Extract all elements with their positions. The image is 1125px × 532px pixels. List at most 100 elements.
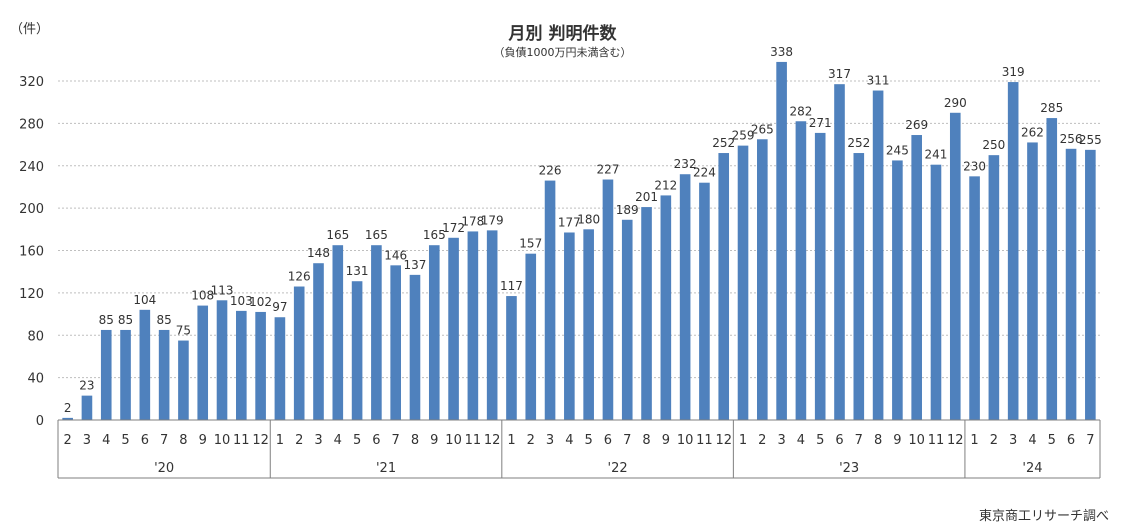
bar [158,329,170,420]
month-tick-label: 4 [334,433,342,448]
month-tick-label: 1 [276,433,284,448]
month-tick-label: 6 [141,433,149,448]
bar [969,176,980,420]
chart-title: 月別 判明件数 [508,24,617,44]
bar [892,160,903,420]
bar-value-label: 262 [1021,125,1044,139]
bar [81,395,93,420]
bar [718,153,730,420]
month-tick-label: 2 [527,433,535,448]
month-tick-label: 9 [430,433,438,448]
year-label: '21 [376,461,396,476]
month-tick-label: 12 [947,433,964,448]
bar-value-label: 271 [809,116,832,130]
bar-value-label: 23 [79,379,94,393]
bar-value-label: 338 [770,45,793,59]
bar-value-label: 146 [384,248,407,262]
y-axis-unit-label: （件） [10,22,50,37]
bar-value-label: 97 [272,300,287,314]
month-tick-label: 2 [64,433,72,448]
bar [506,296,517,420]
year-label: '22 [608,461,628,476]
month-tick-label: 10 [908,433,925,448]
month-tick-label: 3 [83,433,91,448]
bar-value-label: 250 [982,138,1005,152]
month-tick-label: 9 [662,433,670,448]
bar-value-label: 265 [751,122,774,136]
bar-value-label: 189 [616,203,639,217]
bar [660,195,672,420]
month-tick-label: 11 [465,433,482,448]
bar-value-label: 172 [442,221,465,235]
bar-value-label: 180 [577,212,600,226]
bar-value-label: 75 [176,324,191,338]
month-tick-label: 3 [314,433,322,448]
bar-value-label: 137 [404,258,427,272]
year-label: '20 [154,461,174,476]
bar-value-label: 2 [64,401,72,415]
bar-value-label: 85 [99,313,114,327]
y-tick-label: 160 [19,245,44,260]
bar-value-label: 179 [481,213,504,227]
year-label: '23 [839,461,859,476]
bar-value-label: 224 [693,166,716,180]
bar [293,286,305,420]
bar [641,207,652,420]
bar-value-label: 178 [461,214,484,228]
bar [371,245,382,420]
bar [197,305,209,420]
month-tick-label: 12 [484,433,501,448]
bar [120,329,131,420]
bar [409,274,421,420]
bar [351,281,363,420]
month-tick-label: 11 [696,433,713,448]
bar [679,174,691,420]
month-tick-label: 12 [252,433,269,448]
bar [737,145,749,420]
bar [274,317,286,420]
bar-value-label: 319 [1002,65,1025,79]
bar [313,263,324,420]
month-tick-label: 4 [565,433,573,448]
month-tick-label: 6 [604,433,612,448]
month-tick-label: 1 [739,433,747,448]
y-tick-label: 0 [36,414,44,429]
bar-value-label: 157 [519,237,542,251]
month-tick-label: 3 [1009,433,1017,448]
month-tick-label: 8 [642,433,650,448]
y-tick-label: 280 [19,117,44,132]
month-tick-label: 10 [445,433,462,448]
month-tick-label: 5 [585,433,593,448]
month-tick-label: 5 [816,433,824,448]
y-tick-label: 80 [27,329,44,344]
bar [525,253,537,420]
y-tick-label: 40 [27,372,44,387]
bar [699,182,710,420]
bar-value-label: 165 [423,228,446,242]
bar-value-label: 232 [674,157,697,171]
month-tick-label: 8 [411,433,419,448]
source-note: 東京商工リサーチ調べ [978,509,1109,524]
bar-value-label: 108 [191,289,214,303]
bar-value-label: 255 [1079,133,1102,147]
bar-value-label: 252 [712,136,735,150]
bar [428,245,440,420]
month-tick-label: 11 [928,433,945,448]
year-label: '24 [1022,461,1042,476]
bar-value-label: 201 [635,190,658,204]
bar-value-label: 227 [596,163,619,177]
bar-value-label: 252 [847,136,870,150]
bar [949,112,961,420]
bar [1007,82,1019,420]
bar [911,135,922,420]
month-tick-label: 11 [233,433,250,448]
bar [62,417,73,420]
y-tick-label: 200 [19,202,44,217]
bar [486,230,498,420]
bar-value-label: 259 [732,129,755,143]
bar-value-label: 102 [249,295,272,309]
bar-value-label: 245 [886,143,909,157]
bar [448,237,459,420]
bar [564,232,575,420]
bar-value-label: 113 [211,283,234,297]
